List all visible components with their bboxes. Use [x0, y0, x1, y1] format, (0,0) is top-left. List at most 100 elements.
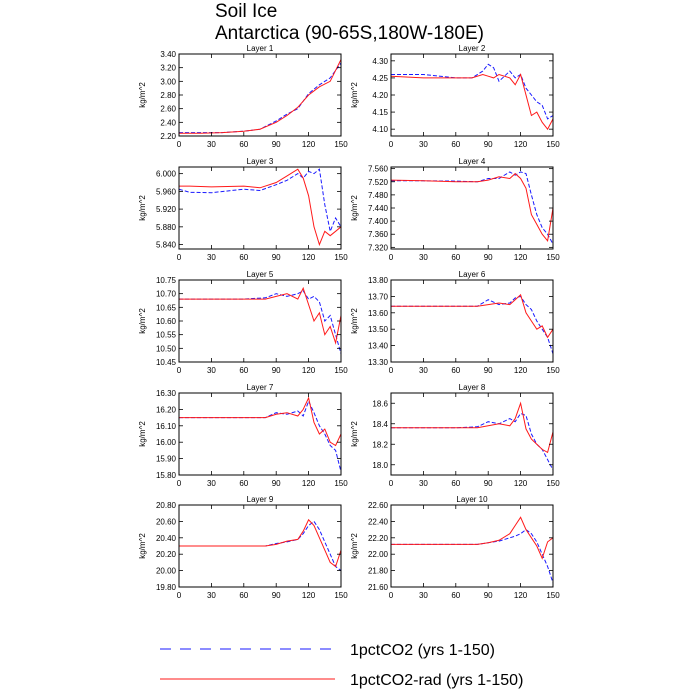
plot-frame [178, 392, 342, 476]
x-tick-label: 90 [272, 479, 281, 488]
panel-layer-4: Layer 4 kg/m^2 7.320 7.360 7.400 7.440 7.480 7.… [350, 157, 560, 262]
legend: 1pctCO2 (yrs 1-150) 1pctCO2-rad (yrs 1-15… [160, 642, 523, 689]
x-tick-label: 30 [207, 253, 216, 262]
x-tick-label: 150 [334, 140, 348, 149]
x-tick-label: 0 [177, 366, 182, 375]
y-tick-label: 13.60 [368, 309, 389, 318]
x-tick-label: 90 [272, 140, 281, 149]
series-line-1pctco2-rad [391, 73, 553, 131]
y-tick-label: 13.70 [368, 292, 389, 301]
y-tick-label: 20.00 [156, 567, 177, 576]
y-tick-label: 20.80 [156, 501, 177, 510]
y-tick-label: 4.20 [372, 91, 388, 100]
x-tick-label: 60 [451, 140, 460, 149]
x-tick-label: 120 [514, 479, 528, 488]
x-tick-label: 30 [207, 591, 216, 600]
y-axis-label: kg/m^2 [138, 308, 147, 334]
y-tick-label: 10.70 [156, 290, 177, 299]
y-tick-label: 19.80 [156, 583, 177, 592]
y-tick-label: 4.30 [372, 57, 388, 66]
y-tick-label: 16.10 [156, 422, 177, 431]
x-tick-label: 150 [546, 479, 560, 488]
y-tick-label: 20.20 [156, 550, 177, 559]
plot-frame [178, 53, 342, 137]
y-axis-label: kg/m^2 [350, 421, 359, 447]
x-tick-label: 150 [546, 253, 560, 262]
plot-frame [390, 504, 554, 588]
panel-title: Layer 2 [459, 44, 486, 53]
panel-layer-3: Layer 3 kg/m^2 5.840 5.880 5.920 5.960 6.000 0 3… [138, 157, 348, 262]
series-line-1pctco2-rad [179, 518, 341, 568]
legend-label-2: 1pctCO2-rad (yrs 1-150) [350, 672, 523, 689]
y-tick-label: 4.10 [372, 125, 388, 134]
x-tick-label: 30 [419, 140, 428, 149]
y-tick-label: 7.520 [368, 178, 389, 187]
y-tick-label: 3.40 [160, 50, 176, 59]
x-tick-label: 30 [419, 479, 428, 488]
y-tick-label: 16.00 [156, 438, 177, 447]
x-tick-label: 150 [334, 591, 348, 600]
panel-title: Layer 1 [247, 44, 274, 53]
panel-title: Layer 6 [459, 270, 486, 279]
x-tick-label: 150 [334, 366, 348, 375]
plot-frame [390, 166, 554, 250]
y-tick-label: 10.45 [156, 358, 177, 367]
x-tick-label: 90 [484, 479, 493, 488]
panel-title: Layer 4 [459, 157, 486, 166]
panel-layer-2: Layer 2 kg/m^2 4.10 4.15 4.20 4.25 4.30 0 30 60 90… [350, 44, 560, 149]
y-tick-label: 7.320 [368, 243, 389, 252]
x-tick-label: 150 [546, 366, 560, 375]
y-tick-label: 15.80 [156, 471, 177, 480]
y-tick-label: 10.50 [156, 344, 177, 353]
x-tick-label: 120 [302, 253, 316, 262]
series-line-1pctco2 [391, 63, 553, 120]
series-line-1pctco2-rad [391, 401, 553, 454]
y-tick-label: 22.20 [368, 534, 389, 543]
y-tick-label: 10.75 [156, 276, 177, 285]
x-tick-label: 60 [451, 591, 460, 600]
y-axis-label: kg/m^2 [138, 195, 147, 221]
panels: Layer 1 kg/m^2 2.20 2.40 2.60 2.80 3.00 3.20 3.4… [138, 44, 560, 600]
x-tick-label: 0 [177, 253, 182, 262]
x-tick-label: 120 [514, 591, 528, 600]
y-tick-label: 4.15 [372, 108, 388, 117]
panel-layer-10: Layer 10 kg/m^2 21.60 21.80 22.00 22.20 22.40 2… [350, 495, 560, 600]
x-tick-label: 60 [451, 479, 460, 488]
x-tick-label: 0 [177, 140, 182, 149]
y-axis-label: kg/m^2 [350, 533, 359, 559]
y-tick-label: 7.560 [368, 165, 389, 174]
x-tick-label: 0 [389, 366, 394, 375]
x-tick-label: 30 [419, 366, 428, 375]
x-tick-label: 120 [514, 140, 528, 149]
x-tick-label: 120 [302, 479, 316, 488]
y-axis-label: kg/m^2 [350, 308, 359, 334]
legend-label-1: 1pctCO2 (yrs 1-150) [350, 642, 495, 659]
y-tick-label: 13.50 [368, 325, 389, 334]
plot-frame [178, 279, 342, 363]
x-tick-label: 0 [389, 479, 394, 488]
y-tick-label: 16.30 [156, 389, 177, 398]
figure-title: Soil Ice [215, 1, 277, 22]
y-tick-label: 18.2 [372, 440, 388, 449]
x-tick-label: 30 [207, 366, 216, 375]
x-tick-label: 60 [239, 253, 248, 262]
y-tick-label: 7.440 [368, 204, 389, 213]
y-axis-label: kg/m^2 [350, 82, 359, 108]
y-tick-label: 2.20 [160, 132, 176, 141]
x-tick-label: 60 [239, 591, 248, 600]
panel-layer-1: Layer 1 kg/m^2 2.20 2.40 2.60 2.80 3.00 3.20 3.4… [138, 44, 348, 149]
series-line-1pctco2-rad [391, 172, 553, 242]
series-line-1pctco2 [179, 399, 341, 472]
y-axis-label: kg/m^2 [138, 421, 147, 447]
x-tick-label: 150 [546, 591, 560, 600]
x-tick-label: 120 [514, 366, 528, 375]
y-tick-label: 2.80 [160, 91, 176, 100]
x-tick-label: 30 [207, 140, 216, 149]
y-tick-label: 16.20 [156, 405, 177, 414]
x-tick-label: 0 [177, 479, 182, 488]
y-tick-label: 13.40 [368, 342, 389, 351]
x-tick-label: 30 [207, 479, 216, 488]
x-tick-label: 150 [334, 253, 348, 262]
plot-frame [390, 279, 554, 363]
x-tick-label: 150 [546, 140, 560, 149]
